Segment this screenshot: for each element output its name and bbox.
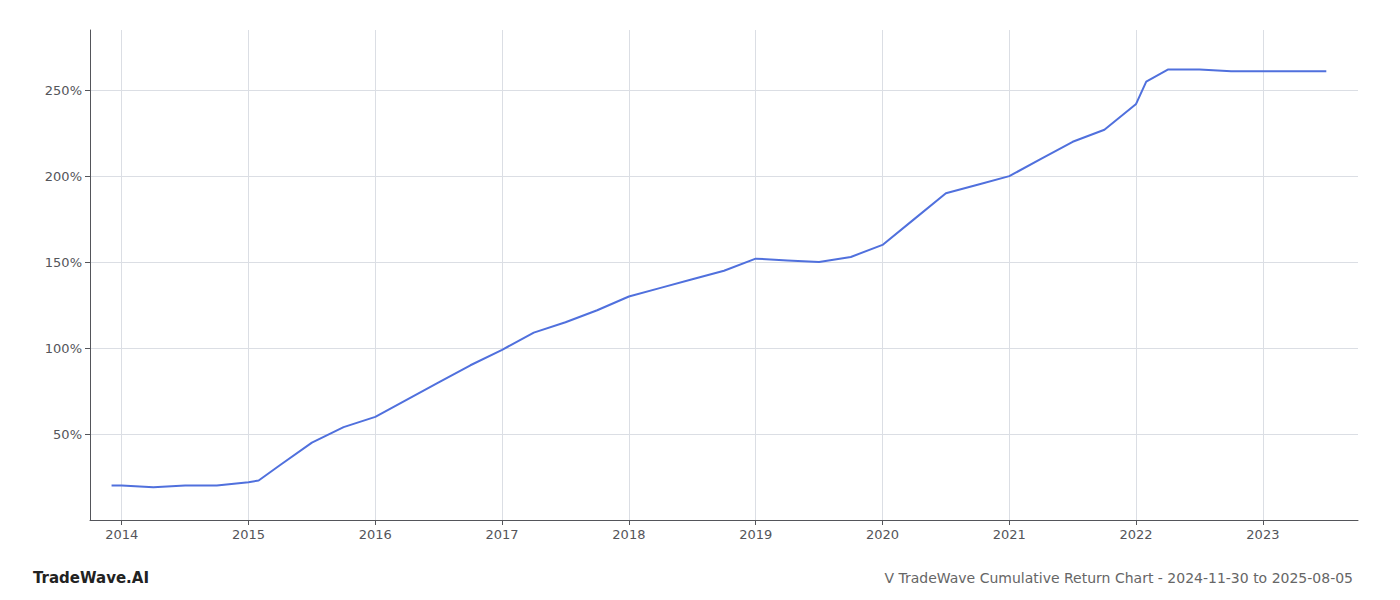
svg-text:2019: 2019 [739, 527, 772, 542]
svg-text:200%: 200% [45, 169, 82, 184]
svg-text:50%: 50% [53, 427, 82, 442]
svg-text:2021: 2021 [993, 527, 1026, 542]
svg-text:250%: 250% [45, 83, 82, 98]
svg-text:2014: 2014 [105, 527, 138, 542]
svg-text:150%: 150% [45, 255, 82, 270]
svg-text:V TradeWave Cumulative Return: V TradeWave Cumulative Return Chart - 20… [884, 570, 1353, 586]
svg-text:TradeWave.AI: TradeWave.AI [33, 569, 149, 587]
svg-text:2017: 2017 [486, 527, 519, 542]
svg-text:2016: 2016 [359, 527, 392, 542]
svg-text:2022: 2022 [1120, 527, 1153, 542]
svg-text:100%: 100% [45, 341, 82, 356]
svg-text:2020: 2020 [866, 527, 899, 542]
svg-text:2023: 2023 [1246, 527, 1279, 542]
svg-text:2018: 2018 [612, 527, 645, 542]
svg-text:2015: 2015 [232, 527, 265, 542]
